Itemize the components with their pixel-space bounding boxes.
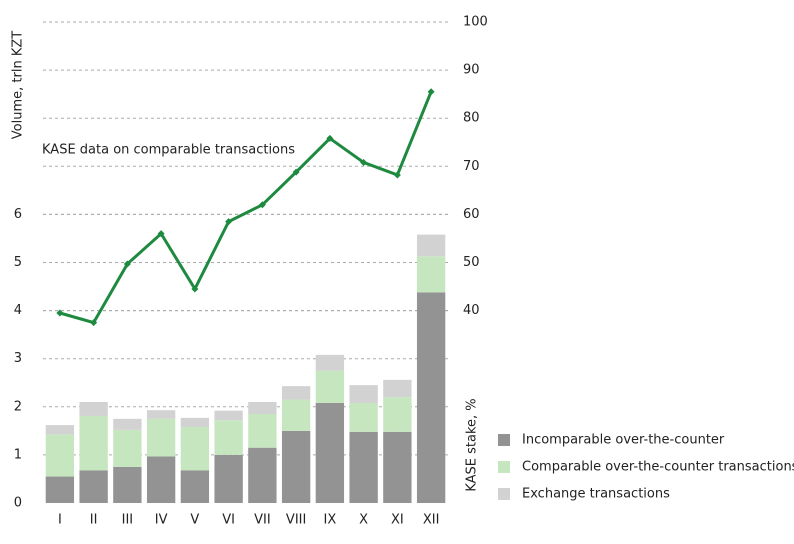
bar-segment	[281, 430, 311, 503]
y2-tick-label: 80	[463, 111, 480, 126]
y-tick-label: 5	[14, 255, 22, 270]
y2-tick-label: 90	[463, 63, 480, 78]
bar-segment	[180, 470, 210, 503]
y2-tick-label: 40	[463, 303, 480, 318]
x-tick-label: IX	[324, 513, 337, 528]
bar-segment	[180, 417, 210, 428]
legend-label: Exchange transactions	[522, 487, 670, 502]
bar-segment	[248, 447, 277, 503]
bar-segment	[349, 385, 378, 403]
bar-segment	[214, 454, 243, 503]
bar-segment	[383, 379, 412, 398]
marker	[258, 201, 266, 209]
bar-segment	[281, 386, 311, 400]
bar-segment	[416, 292, 446, 503]
bar-segment	[349, 402, 378, 432]
marker	[360, 158, 368, 166]
legend-label: Incomparable over-the-counter	[522, 433, 725, 448]
y-axis-label: Volume, trln KZT	[11, 31, 26, 139]
bar-segment	[113, 429, 142, 467]
x-tick-label: VIII	[286, 513, 306, 528]
annotation: KASE data on comparable transactions	[42, 143, 295, 158]
bar-segment	[214, 420, 243, 455]
bar-segment	[281, 399, 311, 431]
bar-segment	[180, 427, 210, 471]
y2-axis-label: KASE stake, %	[465, 398, 480, 491]
x-tick-label: X	[359, 513, 368, 528]
legend-swatch	[498, 488, 510, 500]
bar-segment	[146, 418, 176, 457]
bar-segment	[383, 431, 412, 503]
y-tick-label: 2	[14, 399, 22, 414]
y2-tick-label: 60	[463, 207, 480, 222]
bar-segment	[79, 415, 108, 471]
bar-segment	[79, 470, 108, 503]
line	[59, 91, 433, 325]
x-tick-label: VI	[222, 513, 235, 528]
marker	[191, 285, 199, 293]
bar-segment	[315, 402, 345, 503]
bar-segment	[45, 476, 75, 503]
marker	[393, 171, 401, 179]
y2-tick-label: 50	[463, 255, 480, 270]
bar-segment	[45, 434, 75, 477]
y2-tick-label: 100	[463, 15, 488, 30]
marker	[427, 88, 435, 96]
x-tick-label: III	[122, 513, 134, 528]
marker	[123, 260, 131, 268]
bar-segment	[146, 410, 176, 419]
marker	[292, 168, 300, 176]
bar-segment	[416, 234, 446, 257]
y2-tick-label: 70	[463, 159, 480, 174]
bar-segment	[315, 354, 345, 371]
marker	[225, 218, 233, 226]
bar-segment	[45, 425, 75, 435]
y-tick-label: 3	[14, 351, 22, 366]
y-tick-label: 0	[14, 496, 22, 511]
x-tick-label: VII	[254, 513, 271, 528]
x-tick-label: XI	[391, 513, 404, 528]
bar-segment	[383, 397, 412, 432]
bar-segment	[113, 466, 142, 503]
x-tick-label: I	[58, 513, 62, 528]
x-tick-label: XII	[423, 513, 440, 528]
y-tick-label: 6	[14, 207, 22, 222]
x-tick-label: V	[190, 513, 199, 528]
bar-segment	[315, 370, 345, 403]
bar-segment	[113, 418, 142, 430]
x-tick-label: IV	[155, 513, 168, 528]
x-tick-label: II	[90, 513, 98, 528]
bar-segment	[416, 256, 446, 293]
bar-segment	[248, 401, 277, 415]
legend-label: Comparable over-the-counter transactions	[522, 460, 794, 475]
marker	[90, 319, 98, 327]
y-tick-label: 4	[14, 303, 22, 318]
bar-segment	[349, 431, 378, 503]
marker	[157, 230, 165, 238]
bar-segment	[248, 414, 277, 448]
marker	[56, 309, 64, 317]
y-tick-label: 1	[14, 447, 22, 462]
bar-segment	[79, 401, 108, 416]
bar-segment	[146, 456, 176, 503]
legend-swatch	[498, 461, 510, 473]
legend-swatch	[498, 434, 510, 446]
marker	[326, 134, 334, 142]
bar-segment	[214, 410, 243, 421]
